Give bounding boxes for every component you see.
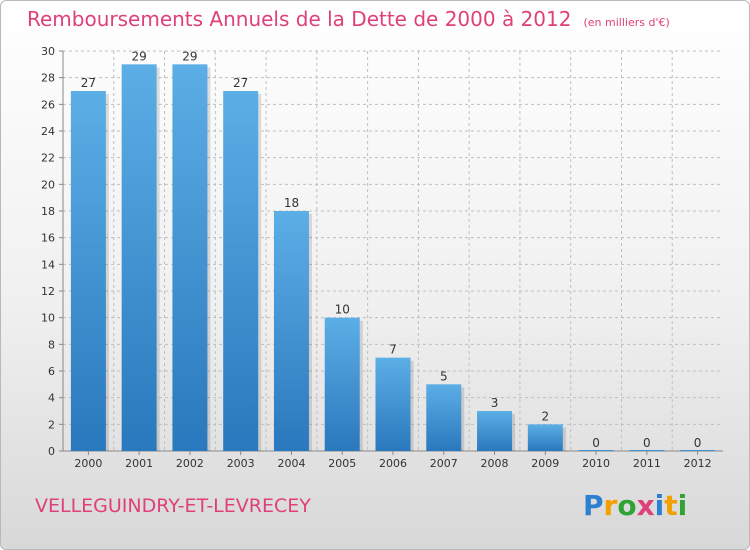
bar-value-label: 5 [440,369,448,383]
y-tick-label: 6 [48,365,55,378]
bar-value-label: 29 [132,49,147,63]
x-tick-label: 2003 [227,457,255,470]
bar [121,64,157,452]
y-tick-label: 24 [41,125,55,138]
logo-letter: o [617,489,637,522]
bar-value-label: 0 [643,436,651,450]
chart-title: Remboursements Annuels de la Dette de 20… [27,7,670,31]
bar-value-label: 7 [389,343,397,357]
y-tick-label: 14 [41,258,55,271]
bar-value-label: 27 [233,76,248,90]
x-tick-label: 2006 [379,457,407,470]
logo-letter: x [636,489,655,522]
bar-value-label: 0 [694,436,702,450]
bar [629,450,665,451]
chart-title-text: Remboursements Annuels de la Dette de 20… [27,7,572,31]
bar [527,424,563,451]
bar-value-label: 27 [81,76,96,90]
proxiti-logo[interactable]: Proxiti [583,489,687,522]
bar-value-label: 18 [284,196,299,210]
data-labels: 27 29 29 27 18 10 7 5 3 2 0 0 0 [81,49,702,450]
y-tick-label: 30 [41,45,55,58]
logo-letter: t [664,489,678,522]
y-tick-label: 0 [48,445,55,458]
y-tick-label: 20 [41,178,55,191]
x-tick-label: 2005 [328,457,356,470]
x-tick-label: 2000 [74,457,102,470]
bar [426,384,462,451]
bar [324,317,360,451]
y-tick-label: 18 [41,205,55,218]
bar [172,64,208,452]
logo-letter: i [654,489,665,522]
y-tick-label: 10 [41,312,55,325]
commune-name: VELLEGUINDRY-ET-LEVRECEY [35,495,311,517]
bar [680,450,716,451]
x-tick-label: 2004 [277,457,305,470]
x-tick-label: 2010 [582,457,610,470]
y-tick-label: 28 [41,72,55,85]
logo-letter: r [603,489,618,522]
bar-value-label: 29 [182,49,197,63]
bar [223,91,259,451]
logo-letter: P [583,489,604,522]
bar [578,450,614,451]
x-tick-label: 2002 [176,457,204,470]
bar [70,91,106,451]
x-tick-label: 2012 [684,457,712,470]
logo-letter: i [677,489,688,522]
x-tick-label: 2009 [531,457,559,470]
x-tick-label: 2008 [481,457,509,470]
bar [273,211,309,451]
x-tick-label: 2011 [633,457,661,470]
bar-value-label: 2 [541,409,549,423]
y-tick-label: 8 [48,338,55,351]
x-tick-label: 2001 [125,457,153,470]
bar [375,357,411,451]
bar-value-label: 0 [592,436,600,450]
y-tick-label: 26 [41,98,55,111]
chart-subtitle: (en milliers d'€) [583,16,670,29]
bar-value-label: 10 [335,303,350,317]
bars [70,64,716,452]
y-tick-label: 16 [41,232,55,245]
bar [477,411,513,451]
y-tick-label: 22 [41,152,55,165]
y-tick-label: 12 [41,285,55,298]
x-tick-label: 2007 [430,457,458,470]
y-tick-label: 4 [48,392,55,405]
bar-value-label: 3 [491,396,499,410]
y-tick-label: 2 [48,418,55,431]
